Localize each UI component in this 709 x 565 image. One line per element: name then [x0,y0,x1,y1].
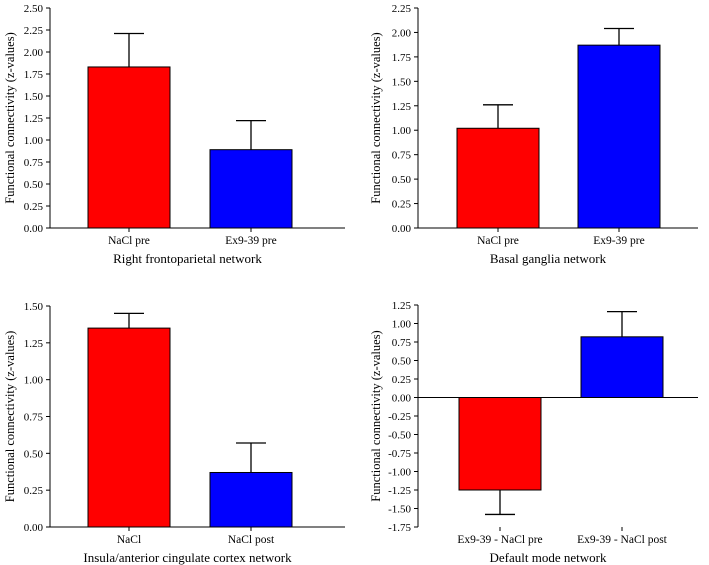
category-label-2: Ex9-39 pre [593,235,644,247]
y-tick-label: 2.25 [392,3,412,15]
y-tick-label: 1.75 [24,69,44,81]
y-tick-label: -0.50 [388,430,411,442]
bar-1 [456,127,540,229]
y-tick-label: -0.75 [388,448,411,460]
bar-2 [209,471,293,528]
y-tick-label: -1.00 [388,467,411,479]
y-tick-label: -1.75 [388,522,411,534]
y-tick-label: 1.50 [24,301,44,313]
y-tick-label: 1.25 [392,300,412,312]
y-tick-label: -1.25 [388,485,411,497]
bar-2 [580,336,664,399]
category-label-1: NaCl pre [108,235,150,247]
category-label-2: Ex9-39 - NaCl post [577,534,668,546]
category-label-2: NaCl post [228,534,275,546]
y-tick-label: 2.25 [24,25,44,37]
chart-panel-2: NaCl pre Ex9-39 pre 0.00 0.25 0.50 0.75 1.00 1.… [369,3,698,266]
y-tick-label: 1.25 [392,101,412,113]
y-tick-label: 1.25 [24,338,44,350]
bar-2 [209,149,293,229]
y-tick-label: 0.00 [392,393,412,405]
y-tick-label: 0.75 [24,412,44,424]
y-tick-label: 0.00 [392,223,412,235]
y-tick-label: 2.00 [24,47,44,59]
category-label-1: NaCl [117,534,141,546]
y-axis-label: Functional connectivity (z-values) [369,330,383,501]
y-tick-label: 0.75 [392,150,412,162]
y-tick-label: 1.00 [392,319,412,331]
category-label-1: Ex9-39 - NaCl pre [457,534,542,546]
chart-panel-1: NaCl pre Ex9-39 pre 0.00 0.25 0.50 0.75 1.00 1.… [3,3,345,266]
x-axis-label: Basal ganglia network [490,251,607,266]
y-tick-label: 2.00 [392,27,412,39]
y-tick-label: -0.25 [388,411,411,423]
x-axis-label: Insula/anterior cingulate cortex network [83,550,292,565]
y-tick-label: 0.50 [24,448,44,460]
y-tick-label: 2.50 [24,3,44,15]
y-tick-label: 0.50 [392,174,412,186]
y-tick-label: 1.00 [24,135,44,147]
x-axis-label: Right frontoparietal network [113,251,262,266]
y-tick-label: 1.00 [392,125,412,137]
y-tick-label: 0.50 [392,356,412,368]
y-tick-label: 0.75 [392,337,412,349]
y-tick-label: 1.00 [24,375,44,387]
y-axis-label: Functional connectivity (z-values) [369,32,383,203]
y-axis-label: Functional connectivity (z-values) [3,331,17,502]
chart-panel-4: Ex9-39 - NaCl pre Ex9-39 - NaCl post -1.75… [369,300,698,565]
y-tick-label: 0.25 [24,201,44,213]
y-tick-label: 1.25 [24,113,44,125]
x-axis-label: Default mode network [490,550,607,565]
y-tick-label: 1.50 [24,91,44,103]
y-tick-label: 0.25 [392,199,412,211]
y-tick-label: -1.50 [388,504,411,516]
y-tick-label: 0.00 [24,223,44,235]
bar-1 [87,327,171,528]
y-axis-label: Functional connectivity (z-values) [3,32,17,203]
y-tick-label: 0.25 [392,374,412,386]
chart-panel-3: NaCl NaCl post 0.00 0.25 0.50 0.75 1.00 1.25 1.5… [3,301,345,565]
bar-2 [577,44,661,229]
category-label-2: Ex9-39 pre [225,235,276,247]
y-tick-label: 0.25 [24,485,44,497]
category-label-1: NaCl pre [477,235,519,247]
bar-1 [458,397,542,491]
bar-1 [87,66,171,229]
y-tick-label: 0.00 [24,522,44,534]
y-tick-label: 1.75 [392,52,412,64]
y-tick-label: 1.50 [392,76,412,88]
y-tick-label: 0.50 [24,179,44,191]
y-tick-label: 0.75 [24,157,44,169]
